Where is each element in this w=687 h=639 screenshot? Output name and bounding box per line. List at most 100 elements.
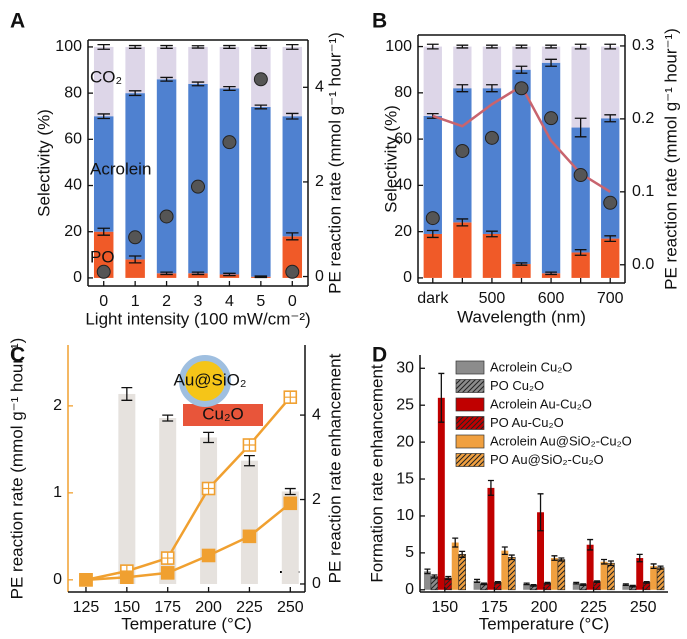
bar [541,62,561,274]
y-tick-label: 100 [385,38,412,55]
bar [93,116,114,232]
error-bar [286,232,299,241]
legend-label: PO Au-Cu₂O [490,415,564,430]
bar [487,487,495,590]
y2-tick-label: 0.0 [632,256,654,273]
legend-label: Acrolein Au@SiO₂-Cu₂O [490,433,632,448]
x-axis-label: Temperature (°C) [121,614,252,633]
bar [219,46,240,89]
error-bar [121,386,133,401]
error-bar [191,81,205,87]
error-bar [545,44,557,49]
plot-area [423,397,665,591]
error-bar [523,582,530,586]
marker-cross [243,439,256,452]
x-tick-label: 125 [73,599,100,616]
bar [650,566,658,590]
x-tick-label: 200 [531,599,558,616]
panel-label: B [372,10,387,33]
x-tick-label: 5 [256,293,265,310]
error-bar [286,112,299,120]
y-tick-label: 40 [64,177,82,194]
y-tick-label: 80 [64,84,82,101]
point [544,111,559,126]
error-bar [515,65,528,74]
marker [120,570,134,585]
error-bar [438,372,445,423]
error-bar [515,262,528,266]
bar [453,46,472,89]
legend-label: Acrolein Cu₂O [490,359,572,374]
bar [118,393,136,584]
error-bar [643,581,650,584]
error-bar [223,44,236,49]
x-tick-label: 3 [194,293,203,310]
error-bar [573,581,580,585]
bar [437,397,445,590]
x-tick-label: 600 [538,290,565,307]
marker [79,573,93,587]
plot-area [423,46,620,278]
bar [453,222,472,278]
error-bar [284,487,296,496]
bar [541,273,561,278]
y-tick-label: 1 [53,484,62,501]
point [128,230,143,245]
error-bar [604,114,617,123]
bar [473,580,481,590]
bar [501,550,509,590]
error-bar [456,44,469,49]
marker [201,548,216,563]
point [96,264,111,279]
y2-tick-label: 2 [312,491,321,508]
error-bar [530,583,537,587]
bar [240,460,258,584]
error-bar [574,43,587,50]
legend-swatch [455,360,485,375]
bar [219,88,240,275]
y2-tick-label: 4 [315,79,324,96]
error-bar [508,554,515,561]
error-bar [254,104,268,110]
y2-tick-label: 0.3 [632,37,654,54]
x-tick-label: 4 [225,293,234,310]
bar [512,69,531,265]
error-bar [424,568,431,575]
y-tick-label: 100 [55,38,82,55]
bar [622,584,630,590]
y-tick-label: 20 [396,433,414,450]
bar [537,512,544,590]
y2-tick-label: 0.1 [632,183,654,200]
y-tick-label: 0 [403,269,412,286]
error-bar [160,271,173,276]
bar [125,46,145,94]
legend-swatch [455,397,485,412]
bar [125,259,145,278]
x-axis-label: Wavelength (nm) [457,307,586,326]
bar [156,46,177,80]
point [484,130,499,145]
bar [188,273,208,278]
y-tick-label: 15 [396,470,414,487]
series-label: Acrolein [90,159,151,178]
error-bar [97,227,110,236]
error-bar [431,574,438,579]
x-tick-label: 250 [630,599,657,616]
bar [572,583,580,590]
bar [93,231,114,278]
x-axis-label: Light intensity (100 mW/cm⁻²) [85,309,310,328]
y-tick-label: 10 [396,507,414,524]
series-label: CO₂ [90,67,122,86]
marker [160,566,175,580]
error-bar [223,86,236,92]
bar [571,252,590,278]
line [85,396,292,582]
x-tick-label: 500 [479,290,506,307]
x-axis-label: Temperature (°C) [479,614,610,633]
bar [200,437,218,584]
legend-label: Acrolein Au-Cu₂O [490,396,592,411]
y-tick-label: 30 [396,360,414,377]
series-label: PO [90,247,115,266]
point [573,168,588,183]
